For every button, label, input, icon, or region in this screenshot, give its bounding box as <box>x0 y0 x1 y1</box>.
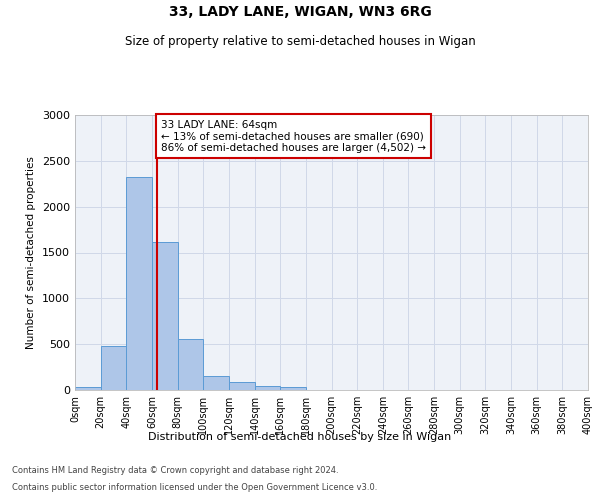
Bar <box>127 178 152 390</box>
Bar <box>75 387 101 390</box>
Text: 33, LADY LANE, WIGAN, WN3 6RG: 33, LADY LANE, WIGAN, WN3 6RG <box>169 5 431 19</box>
Bar <box>178 338 203 390</box>
Bar <box>152 242 178 390</box>
Bar <box>254 386 280 390</box>
Bar <box>280 387 306 390</box>
Text: Size of property relative to semi-detached houses in Wigan: Size of property relative to semi-detach… <box>125 35 475 48</box>
Bar <box>229 382 254 390</box>
Y-axis label: Number of semi-detached properties: Number of semi-detached properties <box>26 156 37 349</box>
Bar <box>101 346 127 390</box>
Text: Contains HM Land Registry data © Crown copyright and database right 2024.: Contains HM Land Registry data © Crown c… <box>12 466 338 475</box>
Text: Distribution of semi-detached houses by size in Wigan: Distribution of semi-detached houses by … <box>148 432 452 442</box>
Bar <box>203 376 229 390</box>
Text: 33 LADY LANE: 64sqm
← 13% of semi-detached houses are smaller (690)
86% of semi-: 33 LADY LANE: 64sqm ← 13% of semi-detach… <box>161 120 426 153</box>
Text: Contains public sector information licensed under the Open Government Licence v3: Contains public sector information licen… <box>12 484 377 492</box>
